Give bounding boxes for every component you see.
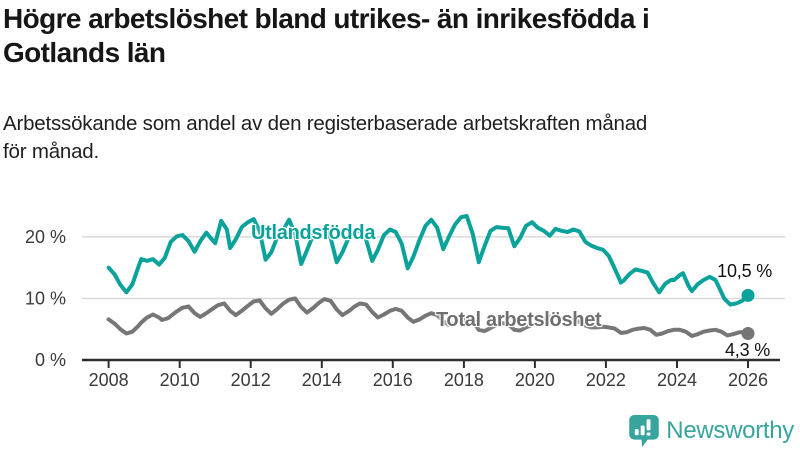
title-line-2: Gotlands län: [3, 37, 166, 68]
y-axis-tick-label: 0 %: [35, 350, 66, 370]
end-value-label-total: 4,3 %: [724, 340, 770, 360]
page-title: Högre arbetslöshet bland utrikes- än inr…: [3, 2, 793, 70]
series-label-utlandsfodda: Utlandsfödda: [251, 222, 376, 244]
series-line-1: [106, 296, 750, 338]
newsworthy-logo-text: Newsworthy: [666, 417, 794, 444]
subtitle-line-2: för månad.: [3, 140, 99, 163]
series-label-total-arbetsloshet: Total arbetslöshet: [436, 309, 602, 331]
series-end-dot-1: [741, 327, 755, 340]
x-axis-tick-label: 2008: [89, 370, 129, 390]
x-axis-tick-label: 2020: [515, 370, 555, 390]
end-value-label-utlandsfodda: 10,5 %: [717, 261, 772, 281]
y-axis-tick-label: 10 %: [25, 289, 66, 309]
x-axis-tick-label: 2026: [728, 370, 768, 390]
x-axis-tick-label: 2014: [302, 370, 342, 390]
x-axis-tick-label: 2024: [657, 370, 697, 390]
newsworthy-logo[interactable]: Newsworthy: [629, 415, 794, 447]
subtitle-line-1: Arbetssökande som andel av den registerb…: [3, 112, 648, 135]
x-axis-tick-label: 2018: [444, 370, 484, 390]
series-end-dot-0: [741, 288, 755, 302]
x-axis-tick-label: 2012: [231, 370, 271, 390]
series-line-0: [106, 214, 750, 307]
chart-subtitle: Arbetssökande som andel av den registerb…: [3, 110, 793, 166]
x-axis-tick-label: 2016: [373, 370, 413, 390]
newsworthy-icon: [629, 415, 660, 447]
x-axis-tick-label: 2022: [586, 370, 626, 390]
y-axis-tick-label: 20 %: [25, 227, 66, 247]
title-line-1: Högre arbetslöshet bland utrikes- än inr…: [3, 3, 650, 34]
x-axis-tick-label: 2010: [160, 370, 200, 390]
